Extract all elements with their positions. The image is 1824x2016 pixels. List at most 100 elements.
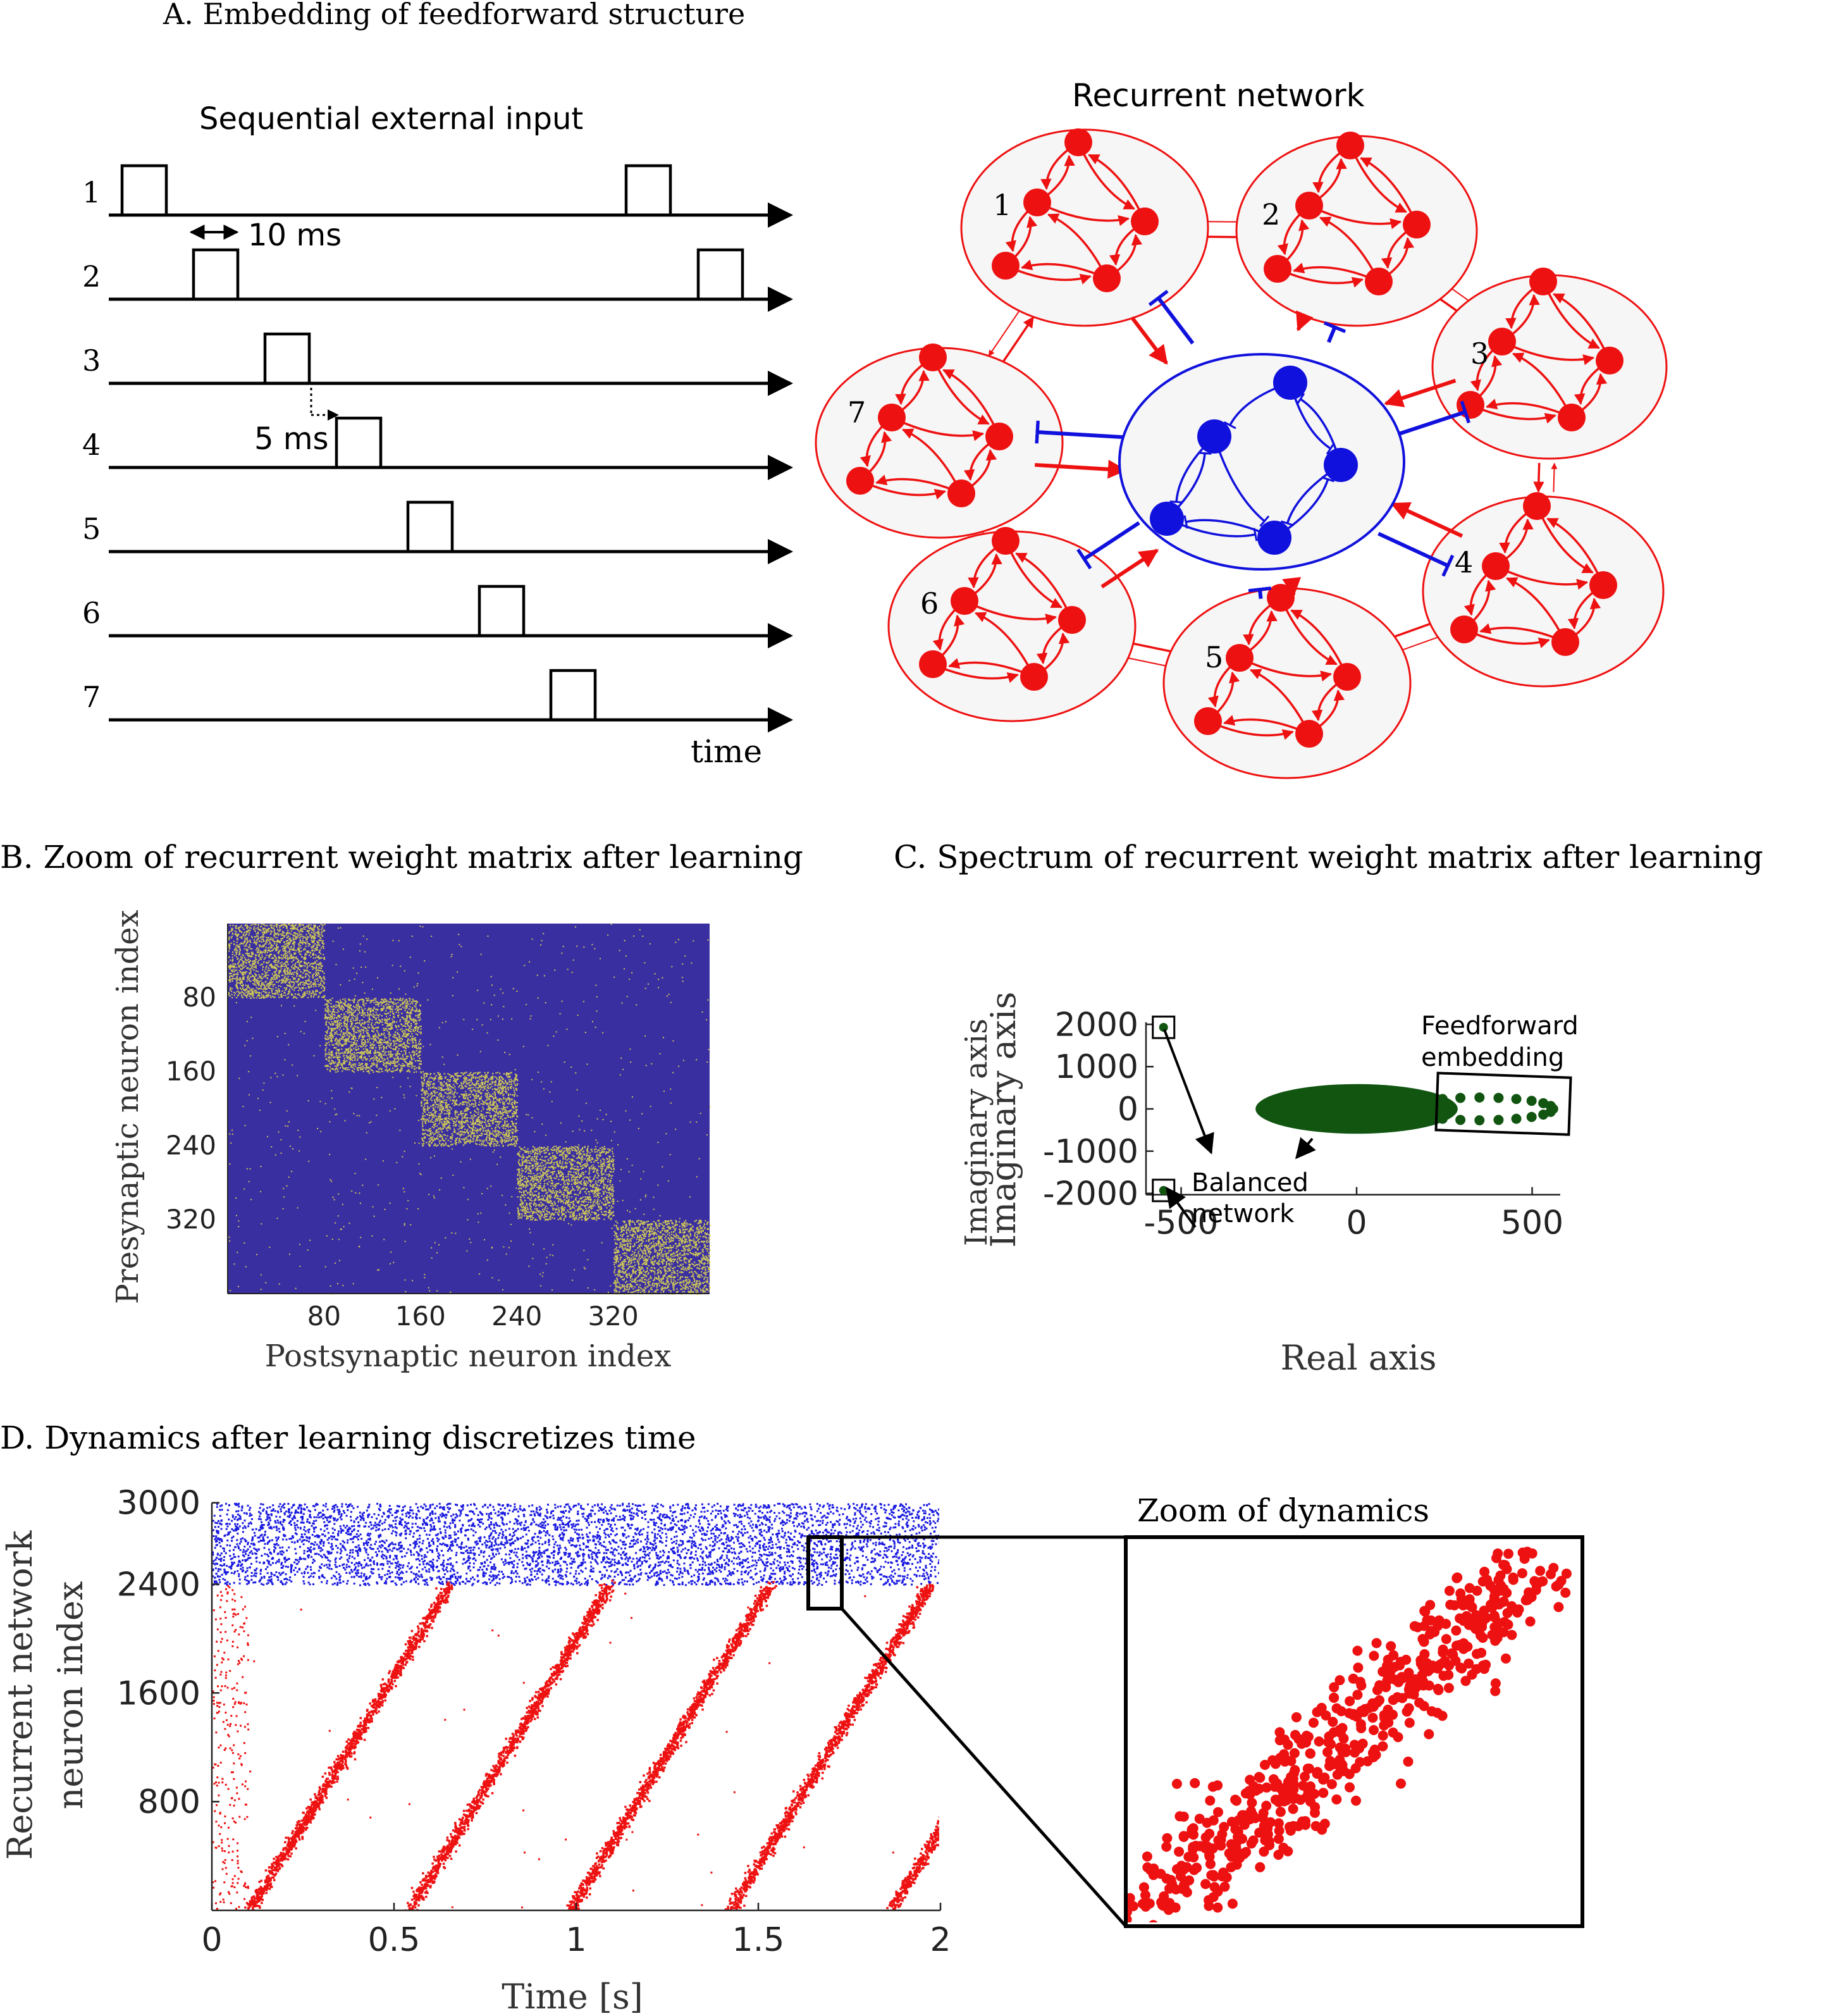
excitatory-cluster-7: 7 bbox=[815, 343, 1064, 539]
feedforward-eigenvalue bbox=[1493, 1115, 1504, 1125]
excitatory-spikes bbox=[212, 1580, 939, 1910]
excitatory-projection bbox=[1100, 548, 1159, 589]
feedforward-eigenvalue bbox=[1437, 1113, 1448, 1124]
input-row-label: 1 bbox=[82, 175, 101, 209]
panel-c-xlabel: Real axis bbox=[1281, 1338, 1437, 1378]
zoom-frame bbox=[1124, 1535, 1584, 1928]
input-pulse bbox=[263, 332, 311, 383]
inhibitory-neuron bbox=[1150, 502, 1184, 536]
panel-c-ylabel-ghost: Imaginary axis bbox=[959, 1018, 994, 1246]
input-row-1: 1 bbox=[82, 164, 793, 228]
outlier-eigenvalue bbox=[1159, 1185, 1168, 1195]
feedforward-eigenvalue bbox=[1493, 1092, 1504, 1103]
feedforward-eigenvalue bbox=[1437, 1094, 1448, 1104]
raster-axes: 3000 2400 1600 800 0 0.5 1 1.5 2 bbox=[117, 1485, 951, 1959]
y-tick-label: 2400 bbox=[117, 1566, 200, 1604]
inhibitory-pool bbox=[1118, 353, 1405, 571]
excitatory-neuron bbox=[985, 423, 1013, 450]
y-tick-label: 2000 bbox=[1055, 1006, 1138, 1044]
y-tick-label: 1600 bbox=[117, 1674, 200, 1712]
x-tick-label: 160 bbox=[395, 1301, 446, 1332]
excitatory-cluster-5: 5 bbox=[1162, 584, 1412, 779]
input-row-label: 6 bbox=[82, 596, 101, 630]
cluster-label: 4 bbox=[1455, 545, 1473, 579]
input-pulse bbox=[624, 164, 672, 215]
feedforward-link bbox=[1000, 316, 1035, 366]
weight-matrix bbox=[228, 924, 712, 1296]
input-row-3: 3 bbox=[82, 332, 793, 396]
zoom-connectors bbox=[806, 1535, 1127, 1927]
inhibitory-spikes bbox=[212, 1502, 939, 1586]
excitatory-neuron bbox=[1023, 189, 1051, 216]
excitatory-projection bbox=[1282, 577, 1302, 597]
input-pulse bbox=[406, 500, 454, 552]
excitatory-neuron bbox=[1551, 628, 1579, 656]
inhibitory-projection bbox=[1323, 321, 1346, 343]
annot-balanced-line2: network bbox=[1192, 1199, 1295, 1228]
y-tick-label: -2000 bbox=[1043, 1175, 1138, 1213]
excitatory-projection bbox=[1035, 459, 1127, 479]
excitatory-neuron bbox=[1295, 192, 1323, 220]
inhibitory-neuron bbox=[1324, 448, 1358, 482]
excitatory-neuron bbox=[1450, 615, 1478, 643]
input-row-2: 2 bbox=[82, 248, 793, 312]
feedforward-eigenvalue bbox=[1474, 1092, 1485, 1103]
input-row-label: 3 bbox=[82, 343, 101, 378]
panel-b-title: B. Zoom of recurrent weight matrix after… bbox=[0, 839, 803, 875]
y-tick-label: 0 bbox=[1118, 1091, 1138, 1129]
y-tick-label: 80 bbox=[183, 982, 216, 1013]
weight-entries bbox=[228, 924, 712, 1296]
input-raster: 1 2 3 4 5 6 7 bbox=[82, 164, 793, 733]
panel-d-ylabel-line1: Recurrent network bbox=[0, 1530, 40, 1860]
excitatory-neuron bbox=[1064, 128, 1092, 156]
zoom-window-box bbox=[806, 1535, 844, 1611]
excitatory-neuron bbox=[1589, 571, 1617, 599]
excitatory-neuron bbox=[1264, 255, 1291, 283]
y-tick-label: 240 bbox=[166, 1130, 216, 1161]
excitatory-projection bbox=[1384, 378, 1457, 407]
inhibitory-projection bbox=[1035, 420, 1128, 444]
inhibitory-neuron bbox=[1273, 366, 1307, 400]
excitatory-neuron bbox=[919, 343, 947, 371]
feedforward-eigenvalue bbox=[1511, 1113, 1522, 1124]
excitatory-neuron bbox=[1558, 404, 1586, 431]
weight-matrix-axes: 80 160 240 320 80 160 240 320 bbox=[166, 924, 710, 1332]
panel-b-xlabel: Postsynaptic neuron index bbox=[265, 1339, 672, 1374]
input-row-7: 7 bbox=[82, 669, 793, 733]
inhibitory-neuron bbox=[1257, 521, 1291, 555]
excitatory-neuron bbox=[992, 252, 1020, 280]
feedforward-eigenvalue bbox=[1422, 1096, 1433, 1106]
x-tick-label: 1 bbox=[565, 1921, 586, 1959]
excitatory-projection bbox=[1390, 502, 1464, 538]
excitatory-neuron bbox=[919, 650, 947, 678]
excitatory-cluster-4: 4 bbox=[1422, 492, 1665, 688]
x-tick-label: -500 bbox=[1143, 1204, 1218, 1242]
annot-feedforward-line1: Feedforward bbox=[1421, 1011, 1579, 1041]
spectrum-plot bbox=[1152, 1015, 1572, 1228]
feedback-link bbox=[988, 308, 1021, 357]
excitatory-neuron bbox=[1403, 211, 1431, 238]
input-row-5: 5 bbox=[82, 500, 793, 564]
network-title: Recurrent network bbox=[1072, 77, 1365, 114]
excitatory-neuron bbox=[1333, 663, 1361, 691]
inhibitory-projection bbox=[1076, 521, 1140, 570]
excitatory-neuron bbox=[1482, 552, 1510, 580]
feedforward-eigenvalue bbox=[1474, 1115, 1485, 1126]
excitatory-cluster-6: 6 bbox=[887, 527, 1137, 722]
annot-10ms: 10 ms bbox=[189, 218, 342, 253]
panel-b-ylabel: Presynaptic neuron index bbox=[110, 910, 145, 1304]
feedforward-eigenvalue bbox=[1538, 1098, 1549, 1108]
excitatory-neuron bbox=[1295, 720, 1323, 748]
cluster-label: 5 bbox=[1205, 640, 1223, 674]
panel-c-title: C. Spectrum of recurrent weight matrix a… bbox=[894, 839, 1763, 875]
input-row-label: 2 bbox=[82, 259, 101, 294]
excitatory-neuron bbox=[1596, 347, 1624, 374]
excitatory-neuron bbox=[1226, 644, 1254, 672]
inhibitory-neuron bbox=[1197, 419, 1231, 454]
feedforward-eigenvalue bbox=[1545, 1106, 1556, 1117]
x-tick-label: 0 bbox=[1346, 1204, 1367, 1242]
excitatory-projection bbox=[1296, 310, 1314, 332]
inhibitory-projection bbox=[1395, 400, 1471, 437]
y-tick-label: 320 bbox=[166, 1204, 216, 1235]
feedforward-link bbox=[1533, 462, 1544, 493]
